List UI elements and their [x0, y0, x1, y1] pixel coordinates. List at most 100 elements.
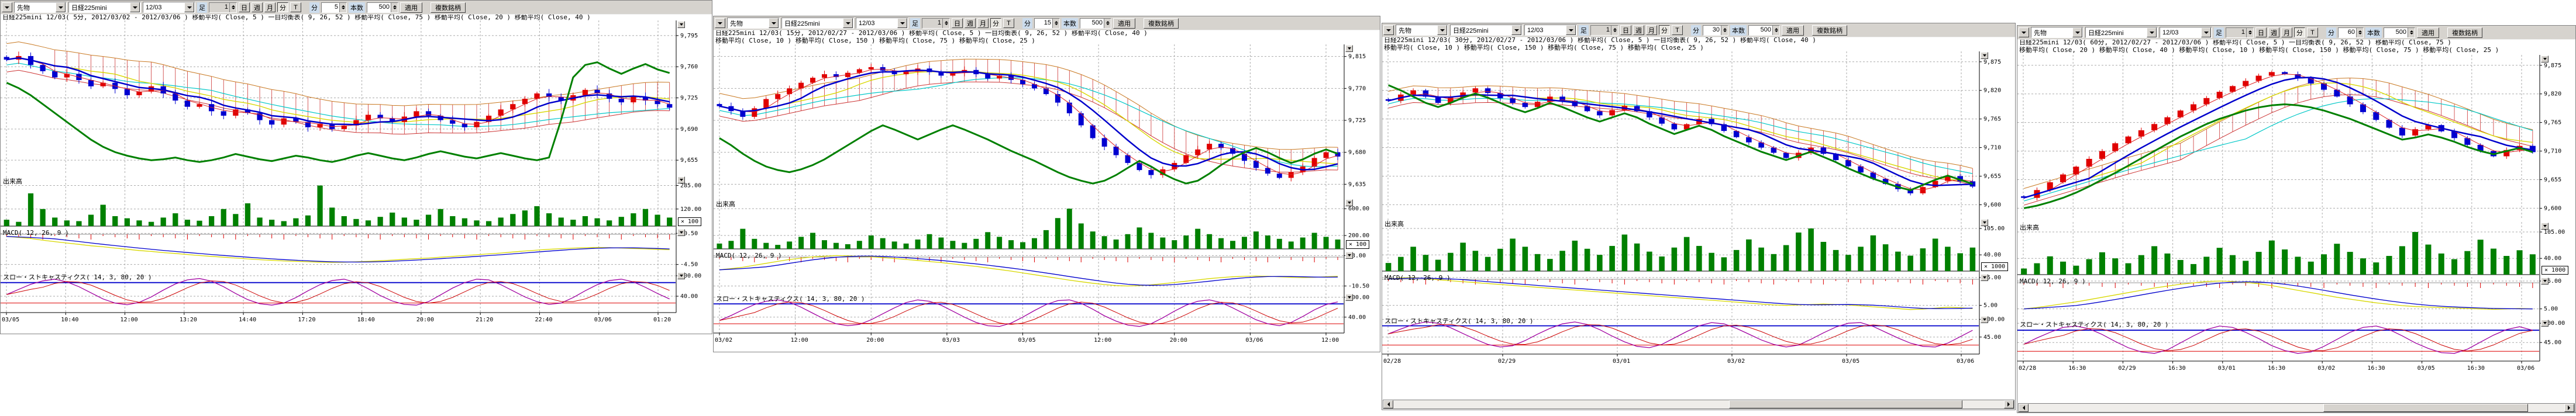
window-menu-button[interactable] — [715, 18, 725, 28]
period-day-button[interactable]: 日 — [952, 18, 963, 28]
chevron-down-icon[interactable] — [1566, 25, 1576, 35]
collapse-macd-button[interactable] — [2541, 278, 2549, 285]
spinner-arrows-icon[interactable] — [2246, 28, 2253, 37]
contract-month-select[interactable]: 12/03 — [1524, 25, 1577, 36]
collapse-stoch-button[interactable] — [677, 272, 685, 279]
price-chart[interactable]: 03/0510:4012:0013:2014:4017:2018:4020:00… — [1, 1, 712, 334]
collapse-volume-button[interactable] — [1345, 199, 1353, 206]
bar-count-spinner[interactable]: 500 — [367, 2, 398, 13]
period-tick-button[interactable]: T — [290, 2, 301, 12]
period-minute-button[interactable]: 分 — [2294, 27, 2305, 37]
bar-interval-spinner[interactable]: 1 — [1590, 25, 1618, 36]
bar-interval-spinner[interactable]: 1 — [209, 2, 237, 13]
chevron-down-icon[interactable] — [1511, 25, 1521, 35]
minute-value-spinner[interactable]: 30 — [1703, 25, 1728, 36]
collapse-stoch-button[interactable] — [1981, 316, 1988, 323]
period-month-button[interactable]: 月 — [264, 2, 275, 12]
collapse-macd-button[interactable] — [1981, 274, 1988, 281]
scrollbar-thumb[interactable] — [2323, 404, 2528, 412]
scrollbar-track[interactable] — [1393, 400, 2004, 408]
bar-interval-spinner[interactable]: 1 — [2226, 27, 2254, 38]
chevron-down-icon[interactable] — [2201, 27, 2211, 37]
collapse-main-button[interactable] — [2541, 56, 2549, 63]
collapse-stoch-button[interactable] — [1345, 294, 1353, 301]
scroll-left-button[interactable] — [1383, 400, 1393, 408]
period-week-button[interactable]: 週 — [252, 2, 263, 12]
multi-symbol-button[interactable]: 複数銘柄 — [2447, 27, 2482, 38]
period-tick-button[interactable]: T — [1003, 18, 1014, 28]
scroll-right-button[interactable] — [2004, 400, 2014, 408]
spinner-arrows-icon[interactable] — [1721, 26, 1728, 35]
scroll-right-button[interactable] — [2564, 404, 2574, 412]
collapse-main-button[interactable] — [1345, 45, 1353, 52]
period-tick-button[interactable]: T — [1672, 25, 1683, 35]
chevron-down-icon[interactable] — [2147, 27, 2157, 37]
horizontal-scrollbar[interactable] — [1383, 400, 2014, 409]
collapse-stoch-button[interactable] — [2541, 320, 2549, 327]
period-week-button[interactable]: 週 — [1633, 25, 1644, 35]
minute-value-spinner[interactable]: 60 — [2338, 27, 2364, 38]
period-week-button[interactable]: 週 — [965, 18, 976, 28]
category-select[interactable]: 先物 — [1396, 25, 1448, 36]
chevron-down-icon[interactable] — [184, 2, 194, 12]
symbol-select[interactable]: 日経225mini — [2085, 27, 2158, 38]
period-day-button[interactable]: 日 — [1620, 25, 1631, 35]
price-chart[interactable]: 02/2802/2903/0103/0203/0503/069,8759,820… — [1382, 23, 2015, 410]
spinner-arrows-icon[interactable] — [229, 3, 236, 12]
period-day-button[interactable]: 日 — [239, 2, 250, 12]
period-tick-button[interactable]: T — [2307, 27, 2318, 37]
chevron-down-icon[interactable] — [769, 18, 779, 28]
collapse-macd-button[interactable] — [677, 229, 685, 236]
bar-count-spinner[interactable]: 500 — [1080, 18, 1111, 29]
chevron-down-icon[interactable] — [2072, 27, 2082, 37]
period-week-button[interactable]: 週 — [2268, 27, 2279, 37]
spinner-arrows-icon[interactable] — [2356, 28, 2363, 37]
minute-value-spinner[interactable]: 15 — [1034, 18, 1060, 29]
spinner-arrows-icon[interactable] — [1104, 19, 1111, 28]
collapse-macd-button[interactable] — [1345, 252, 1353, 259]
spinner-arrows-icon[interactable] — [339, 3, 346, 12]
bar-count-spinner[interactable]: 500 — [2384, 27, 2415, 38]
spinner-arrows-icon[interactable] — [1772, 26, 1779, 35]
price-chart[interactable]: 02/2816:3002/2916:3003/0116:3003/0216:30… — [2017, 26, 2575, 412]
bar-count-spinner[interactable]: 500 — [1748, 25, 1780, 36]
contract-month-select[interactable]: 12/03 — [2160, 27, 2212, 38]
collapse-main-button[interactable] — [1981, 52, 1988, 59]
spinner-arrows-icon[interactable] — [391, 3, 398, 12]
chevron-down-icon[interactable] — [1437, 25, 1447, 35]
multi-symbol-button[interactable]: 複数銘柄 — [1144, 18, 1179, 29]
window-menu-button[interactable] — [2019, 27, 2029, 37]
period-minute-button[interactable]: 分 — [277, 2, 288, 12]
multi-symbol-button[interactable]: 複数銘柄 — [1812, 25, 1847, 36]
category-select[interactable]: 先物 — [2031, 27, 2083, 38]
chevron-down-icon[interactable] — [843, 18, 853, 28]
horizontal-scrollbar[interactable] — [2018, 403, 2575, 412]
window-menu-button[interactable] — [1383, 25, 1394, 35]
spinner-arrows-icon[interactable] — [2408, 28, 2415, 37]
window-menu-button[interactable] — [2, 2, 12, 12]
contract-month-select[interactable]: 12/03 — [856, 18, 908, 29]
chevron-down-icon[interactable] — [897, 18, 907, 28]
contract-month-select[interactable]: 12/03 — [143, 2, 195, 13]
apply-button[interactable]: 適用 — [1782, 25, 1804, 36]
apply-button[interactable]: 適用 — [2417, 27, 2439, 38]
symbol-select[interactable]: 日経225mini — [68, 2, 141, 13]
period-month-button[interactable]: 月 — [2281, 27, 2292, 37]
period-month-button[interactable]: 月 — [1646, 25, 1657, 35]
apply-button[interactable]: 適用 — [400, 2, 422, 13]
spinner-arrows-icon[interactable] — [942, 19, 949, 28]
chevron-down-icon[interactable] — [56, 2, 66, 12]
period-minute-button[interactable]: 分 — [990, 18, 1001, 28]
minute-value-spinner[interactable]: 5 — [321, 2, 347, 13]
collapse-volume-button[interactable] — [1981, 219, 1988, 226]
scrollbar-thumb[interactable] — [1729, 400, 1962, 408]
scroll-left-button[interactable] — [2019, 404, 2029, 412]
collapse-main-button[interactable] — [677, 21, 685, 28]
period-day-button[interactable]: 日 — [2255, 27, 2267, 37]
apply-button[interactable]: 適用 — [1113, 18, 1135, 29]
bar-interval-spinner[interactable]: 1 — [922, 18, 950, 29]
category-select[interactable]: 先物 — [727, 18, 780, 29]
symbol-select[interactable]: 日経225mini — [781, 18, 854, 29]
chevron-down-icon[interactable] — [130, 2, 140, 12]
category-select[interactable]: 先物 — [14, 2, 67, 13]
